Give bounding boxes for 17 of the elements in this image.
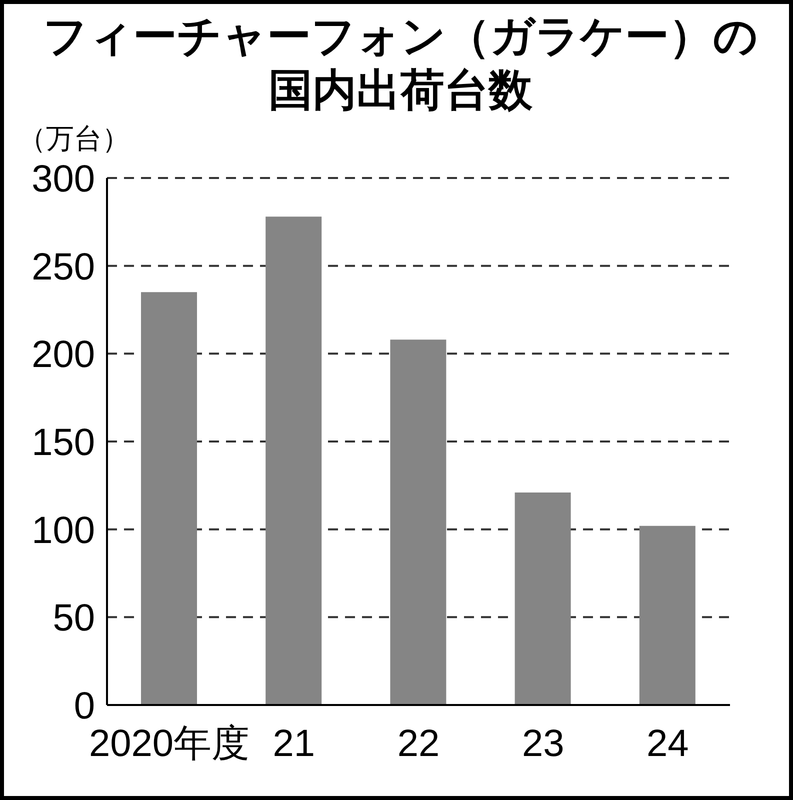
y-tick-label: 250 [32, 246, 95, 288]
bar [141, 292, 197, 705]
bar [639, 526, 696, 705]
y-tick-label: 100 [32, 510, 95, 552]
y-tick-label: 150 [32, 422, 95, 464]
x-tick-label: 24 [646, 722, 689, 765]
bar [514, 492, 571, 705]
chart-title: フィーチャーフォン（ガラケー）の国内出荷台数 [42, 11, 759, 117]
bar [266, 216, 322, 705]
x-tick-label: 22 [397, 722, 440, 765]
x-tick-label: 21 [272, 722, 316, 765]
y-tick-label: 200 [32, 334, 95, 376]
y-axis-title: （万台） [18, 122, 130, 156]
x-tick-label: 23 [522, 722, 564, 765]
bar [390, 340, 446, 705]
y-tick-label: 50 [52, 598, 95, 640]
y-tick-label: 300 [32, 158, 95, 200]
